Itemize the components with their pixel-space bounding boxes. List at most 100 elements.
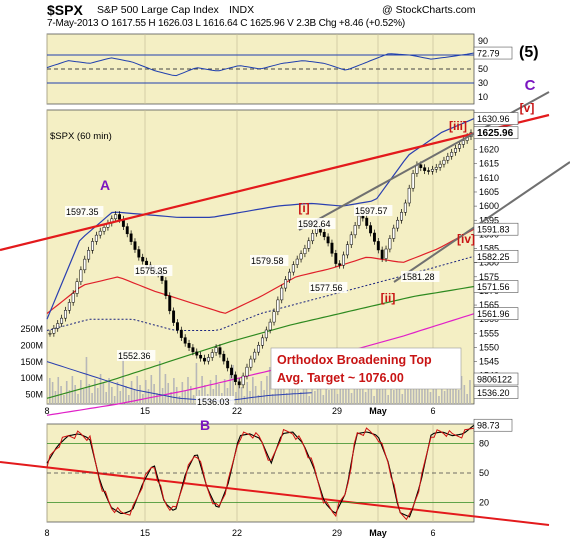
- volume-bar: [209, 380, 212, 404]
- wave-label: B: [200, 417, 210, 433]
- chart-copyright: @ StockCharts.com: [382, 4, 476, 16]
- volume-bar: [455, 381, 457, 404]
- volume-bar: [158, 361, 161, 404]
- volume-bar: [314, 391, 316, 404]
- price-candle: [172, 310, 176, 323]
- volume-bar: [432, 378, 435, 404]
- price-y-tick-label: 1575: [479, 272, 499, 282]
- ema-red-line: [46, 228, 475, 314]
- sma-green-line: [46, 285, 475, 399]
- price-candle: [338, 263, 342, 266]
- rsi-line: [46, 52, 475, 77]
- price-candle: [442, 159, 446, 165]
- volume-bar: [173, 378, 175, 404]
- volume-y-tick-label: 200M: [20, 340, 43, 350]
- volume-bar: [390, 381, 392, 404]
- price-candle: [334, 253, 338, 264]
- volume-bar: [311, 382, 313, 404]
- price-value-label: 1625.96: [477, 128, 514, 139]
- price-candle: [423, 167, 427, 171]
- price-candle: [183, 337, 187, 344]
- price-candle: [411, 173, 415, 189]
- price-candle: [357, 215, 361, 226]
- rsi-last-value: 72.79: [477, 49, 500, 59]
- volume-bar: [260, 381, 263, 404]
- price-candle: [164, 280, 168, 296]
- price-candle: [427, 170, 430, 172]
- volume-bar: [63, 395, 65, 404]
- price-candle: [102, 227, 106, 232]
- volume-bar: [77, 394, 79, 404]
- price-candle: [438, 163, 442, 168]
- chart-index-name: S&P 500 Large Cap Index: [97, 4, 219, 16]
- price-value-label: 1582.25: [477, 252, 510, 262]
- wave-label: [iii]: [449, 119, 467, 133]
- volume-value-label: 1536.20: [477, 388, 510, 398]
- volume-bar: [469, 380, 471, 404]
- volume-bar: [316, 377, 319, 404]
- price-candle: [195, 351, 199, 356]
- volume-y-tick-label: 100M: [20, 373, 43, 383]
- price-candle: [303, 248, 307, 254]
- price-value-box: [473, 307, 519, 320]
- price-label-bg: [65, 206, 104, 217]
- price-x-tick-label: May: [369, 406, 387, 416]
- volume-bar: [246, 382, 248, 404]
- price-candle: [268, 321, 272, 331]
- price-candle: [114, 214, 118, 220]
- volume-bar: [271, 394, 274, 404]
- price-candle: [280, 287, 284, 301]
- volume-bar: [308, 396, 311, 404]
- price-y-tick-label: 1555: [479, 328, 499, 338]
- stoch-x-tick-label: 6: [430, 528, 435, 538]
- price-label: 1592.64: [298, 219, 331, 229]
- price-label: 1579.58: [251, 256, 284, 266]
- price-candle: [457, 144, 461, 149]
- volume-bar: [125, 386, 127, 404]
- volume-bar: [252, 377, 254, 404]
- volume-bar: [268, 367, 271, 404]
- stoch-trendline: [0, 461, 550, 526]
- volume-bar: [184, 391, 186, 404]
- volume-bar: [345, 375, 347, 404]
- price-value-label: 1630.96: [477, 114, 510, 124]
- price-x-tick-label: 15: [140, 406, 150, 416]
- price-label: 1581.28: [402, 272, 435, 282]
- price-candle: [361, 215, 365, 219]
- volume-bar: [82, 389, 85, 404]
- channel-lower-line: [393, 161, 570, 283]
- price-panel-title: $SPX (60 min): [50, 131, 112, 142]
- price-x-tick-label: 22: [232, 406, 242, 416]
- price-candle: [71, 293, 75, 303]
- price-value-box: [473, 222, 519, 236]
- volume-bar: [170, 392, 172, 404]
- price-candle: [226, 360, 230, 369]
- price-value-box: [473, 280, 519, 293]
- chart-symbol: $SPX: [47, 2, 83, 18]
- price-candle: [276, 299, 280, 312]
- volume-bar: [277, 389, 280, 404]
- price-candle: [403, 202, 407, 213]
- volume-bar: [280, 375, 282, 404]
- broadening-top-trendline: [0, 113, 550, 252]
- price-candle: [98, 230, 102, 236]
- stoch-x-tick-label: 15: [140, 528, 150, 538]
- volume-bar: [421, 388, 423, 404]
- price-value-box: [473, 112, 519, 125]
- volume-bar: [257, 395, 260, 404]
- volume-bar: [156, 393, 158, 404]
- volume-bar: [347, 384, 350, 404]
- price-candle: [349, 234, 353, 245]
- price-candle: [133, 241, 137, 250]
- price-candle: [342, 254, 345, 266]
- volume-bar: [88, 384, 91, 404]
- stoch-x-tick-label: 29: [332, 528, 342, 538]
- volume-bar: [94, 379, 96, 404]
- price-candle: [384, 248, 388, 259]
- volume-bar: [381, 377, 384, 404]
- volume-bar: [190, 386, 192, 404]
- price-label-bg: [117, 350, 156, 361]
- volume-bar: [139, 385, 141, 404]
- price-candle: [392, 227, 396, 239]
- volume-bar: [466, 394, 468, 404]
